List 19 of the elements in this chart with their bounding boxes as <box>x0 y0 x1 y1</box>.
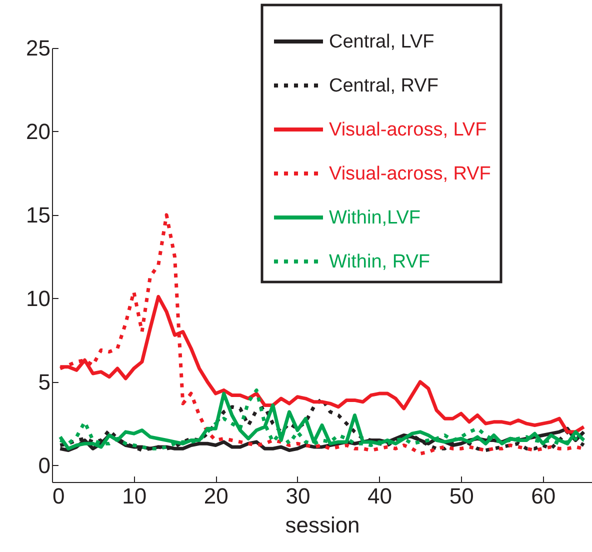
y-tick-label: 25 <box>26 36 50 60</box>
x-tick-label: 50 <box>449 484 474 508</box>
x-tick-label: 20 <box>204 484 228 508</box>
x-tick-label: 10 <box>122 484 147 508</box>
legend-label: Central, LVF <box>329 32 434 52</box>
y-tick-label: 10 <box>26 286 50 311</box>
x-tick-label: 40 <box>368 484 392 508</box>
y-tick-label: 0 <box>38 452 50 478</box>
x-tick-label: 30 <box>286 484 310 508</box>
y-tick-label: 20 <box>26 118 50 144</box>
legend-label: Visual-across, RVF <box>329 164 491 184</box>
legend-label: Central, RVF <box>329 76 438 96</box>
x-tick-label: 60 <box>531 484 556 508</box>
x-axis-title: session <box>285 512 360 538</box>
y-tick-label: 5 <box>38 369 50 394</box>
legend-label: Within, RVF <box>329 252 430 272</box>
legend-label: Visual-across, LVF <box>329 120 487 140</box>
legend-label: Within,LVF <box>329 208 421 228</box>
y-tick-label: 15 <box>26 202 50 228</box>
